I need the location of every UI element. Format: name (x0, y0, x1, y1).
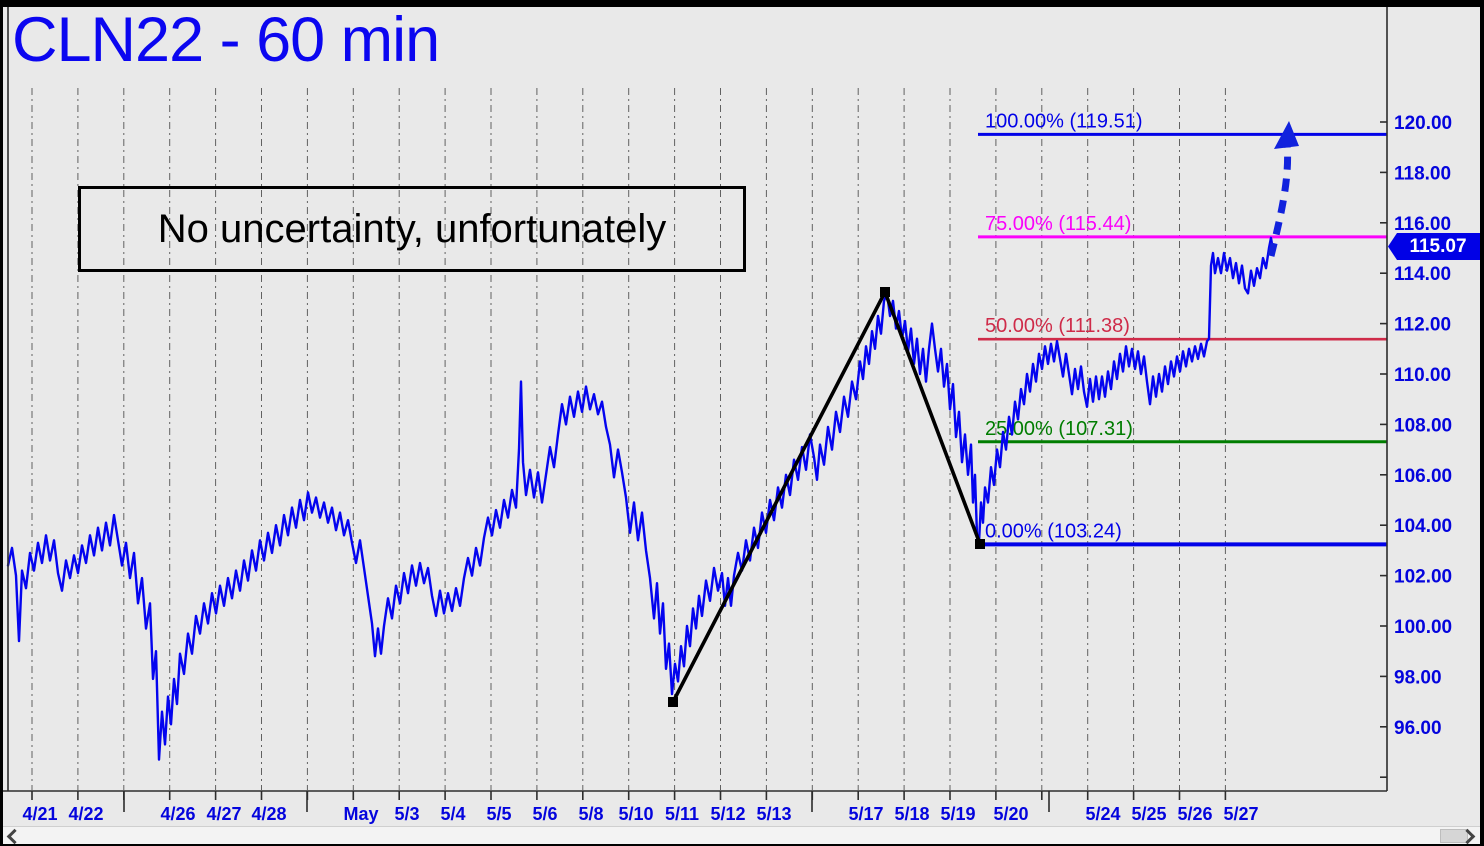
date-tick-label: 5/19 (940, 804, 975, 824)
date-tick-label: 4/22 (68, 804, 103, 824)
projection-arrow[interactable] (1267, 121, 1299, 257)
date-tick-label: 5/4 (440, 804, 465, 824)
price-tick-label: 120.00 (1394, 113, 1452, 134)
date-tick-label: 5/24 (1085, 804, 1120, 824)
scrollbar-thumb[interactable] (1440, 829, 1468, 843)
trendline-handle[interactable] (668, 697, 678, 707)
trendline-handle[interactable] (975, 539, 985, 549)
price-tick-label: 118.00 (1394, 163, 1451, 184)
date-tick-label: 5/3 (394, 804, 419, 824)
annotation-text: No uncertainty, unfortunately (157, 206, 667, 251)
date-tick-label: 5/18 (894, 804, 929, 824)
window-border-left (0, 0, 3, 846)
arrow-head-icon[interactable] (1274, 121, 1299, 149)
trendline-path[interactable] (671, 287, 982, 703)
price-tick-label: 106.00 (1394, 466, 1452, 487)
date-tick-label: 5/25 (1131, 804, 1166, 824)
date-axis[interactable]: 4/21 4/22 4/26 4/27 4/28 May 5/3 5/4 5/5 5/6 5/8 5/… (22, 791, 1259, 824)
price-line (6, 236, 1277, 761)
price-tick-label: 98.00 (1394, 667, 1442, 688)
date-tick-label: 5/5 (486, 804, 511, 824)
current-price-value: 115.07 (1409, 235, 1467, 257)
price-tick-label: 104.00 (1394, 516, 1452, 537)
date-tick-label: 5/10 (618, 804, 653, 824)
date-tick-label: 4/27 (206, 804, 241, 824)
trendline-handle[interactable] (880, 287, 890, 297)
abc-trendline[interactable] (668, 287, 985, 707)
fib-label-100: 100.00% (119.51) (985, 110, 1143, 132)
current-price-badge: 115.07 (1388, 233, 1482, 260)
fib-label-50: 50.00% (111.38) (985, 315, 1130, 337)
fib-label-75: 75.00% (115.44) (985, 213, 1131, 235)
annotation-box[interactable]: No uncertainty, unfortunately (78, 186, 746, 272)
price-tick-label: 96.00 (1394, 718, 1442, 739)
horizontal-scrollbar[interactable] (3, 826, 1480, 845)
date-tick-label: 5/12 (710, 804, 745, 824)
date-tick-label: 5/13 (756, 804, 791, 824)
price-tick-label: 116.00 (1394, 214, 1451, 235)
date-tick-label: 5/20 (993, 804, 1028, 824)
date-tick-label: 5/6 (532, 804, 557, 824)
fib-label-25: 25.00% (107.31) (985, 418, 1133, 440)
date-tick-label: 4/21 (22, 804, 57, 824)
date-tick-label: 5/8 (578, 804, 603, 824)
date-tick-label: 5/26 (1177, 804, 1212, 824)
price-tick-label: 102.00 (1394, 567, 1452, 588)
date-tick-label: May (343, 804, 378, 824)
date-tick-label: 5/11 (665, 804, 699, 824)
date-tick-label: 4/26 (160, 804, 195, 824)
price-tick-label: 112.00 (1394, 315, 1451, 336)
fib-retracement-tool[interactable]: 100.00% (119.51) 75.00% (115.44) 50.00% (1… (978, 110, 1387, 547)
window-border-top (0, 0, 1484, 7)
date-tick-label: 4/28 (251, 804, 286, 824)
window-border-bottom (0, 844, 1484, 846)
price-tick-label: 110.00 (1394, 365, 1451, 386)
vertical-gridlines (31, 88, 1226, 790)
date-tick-label: 5/27 (1223, 804, 1258, 824)
price-tick-label: 108.00 (1394, 415, 1452, 436)
price-axis[interactable]: 120.00 118.00 116.00 114.00 112.00 110.00 108.… (1380, 113, 1452, 779)
axes-frame (3, 7, 1388, 792)
date-tick-label: 5/17 (848, 804, 883, 824)
arrow-shaft[interactable] (1267, 142, 1292, 257)
scroll-left-icon[interactable] (6, 828, 23, 845)
fib-label-0: 0.00% (103.24) (985, 520, 1122, 542)
chart-title: CLN22 - 60 min (12, 5, 440, 75)
window-border-right (1480, 0, 1484, 846)
price-tick-label: 114.00 (1394, 264, 1451, 285)
price-tick-label: 100.00 (1394, 617, 1452, 638)
